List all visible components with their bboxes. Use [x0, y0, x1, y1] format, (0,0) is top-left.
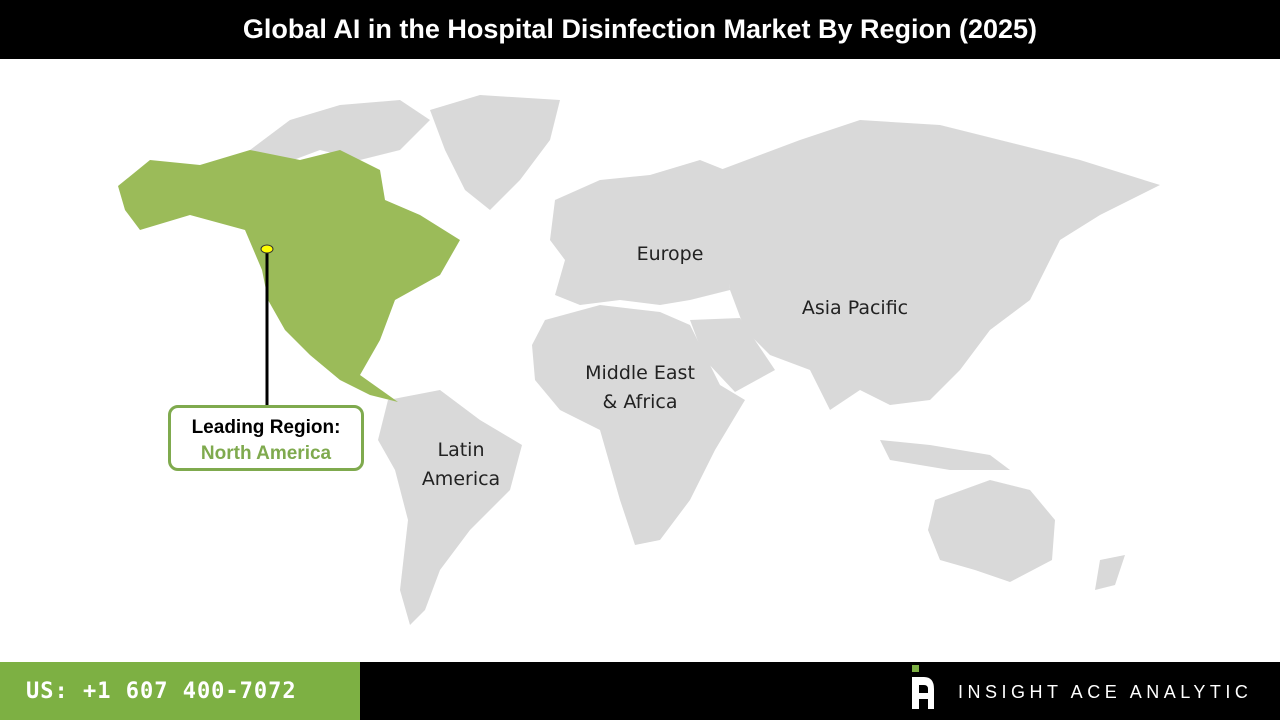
new-zealand — [1095, 555, 1125, 590]
indonesia — [880, 440, 1010, 470]
region-label-line: & Africa — [602, 391, 678, 413]
region-label-line: America — [421, 468, 501, 490]
region-label-middle-east-africa: Middle East & Africa — [570, 359, 710, 417]
footer-bar — [360, 662, 1280, 720]
africa-region — [532, 305, 745, 545]
latin-america-region — [378, 390, 522, 625]
region-label-latin-america: Latin America — [411, 436, 511, 494]
arabia — [690, 318, 775, 392]
region-label-asia-pacific: Asia Pacific — [801, 297, 909, 319]
page-title: Global AI in the Hospital Disinfection M… — [0, 0, 1280, 59]
greenland — [430, 95, 560, 210]
arctic-islands — [250, 100, 430, 165]
region-label-europe: Europe — [636, 243, 704, 265]
leading-region-callout: Leading Region: North America — [168, 405, 364, 471]
europe-region — [550, 160, 730, 305]
location-marker — [260, 244, 274, 254]
region-label-line: Latin — [437, 439, 485, 461]
brand-logo-icon — [912, 665, 934, 709]
callout-value: North America — [200, 443, 332, 464]
asia-pacific-region — [720, 120, 1160, 410]
region-label-line: Middle East — [585, 362, 695, 384]
australia-region — [928, 480, 1055, 582]
world-map — [118, 95, 1160, 625]
north-america-region — [118, 150, 460, 402]
phone-contact: US: +1 607 400-7072 — [0, 662, 360, 720]
brand-name: INSIGHT ACE ANALYTIC — [958, 682, 1253, 702]
callout-heading: Leading Region: — [191, 417, 341, 438]
